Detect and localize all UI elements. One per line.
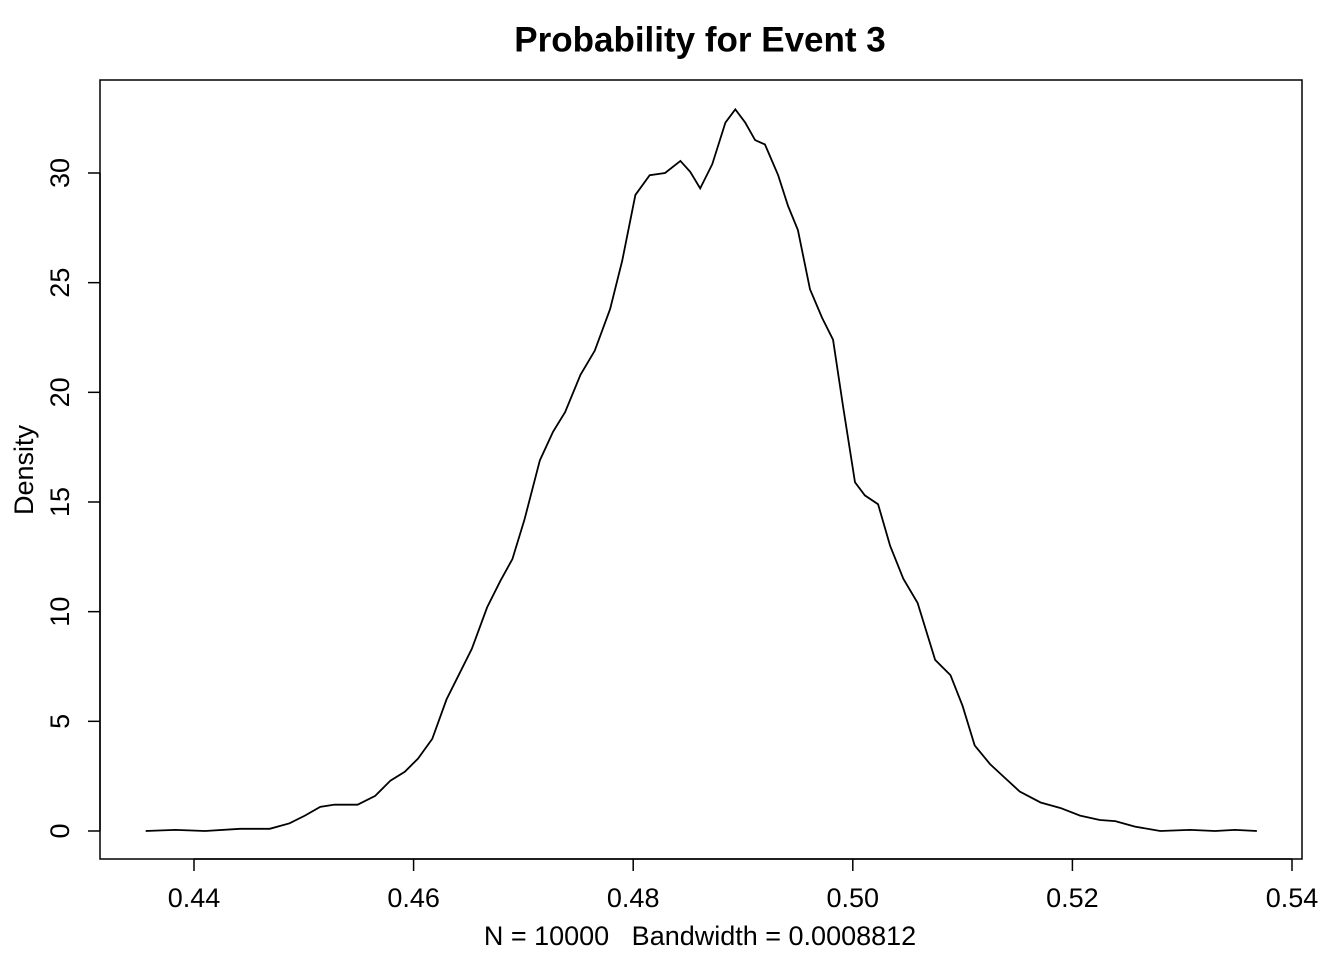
x-tick-label: 0.50	[827, 883, 880, 913]
plot-frame	[99, 79, 1303, 860]
y-tick-label: 15	[45, 487, 75, 517]
density-line	[145, 107, 1257, 832]
x-tick-label: 0.54	[1266, 883, 1319, 913]
y-tick-label: 30	[45, 158, 75, 188]
y-tick-label: 20	[45, 377, 75, 407]
x-tick-label: 0.44	[168, 883, 221, 913]
chart-title: Probability for Event 3	[514, 20, 885, 59]
y-tick-label: 5	[45, 714, 75, 729]
x-axis-label: N = 10000 Bandwidth = 0.0008812	[484, 921, 916, 951]
y-tick-label: 0	[45, 823, 75, 838]
y-tick-label: 25	[45, 268, 75, 298]
x-tick-label: 0.48	[607, 883, 660, 913]
y-axis-label: Density	[9, 424, 39, 515]
x-tick-label: 0.52	[1046, 883, 1099, 913]
y-tick-label: 10	[45, 597, 75, 627]
x-tick-label: 0.46	[387, 883, 440, 913]
